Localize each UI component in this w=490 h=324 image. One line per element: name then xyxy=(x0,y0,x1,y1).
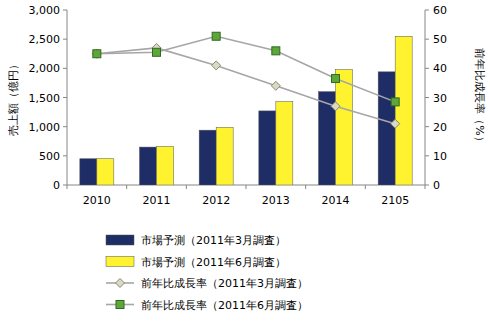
y2-tick xyxy=(425,39,429,40)
legend-label: 市場予測（2011年3月調査） xyxy=(141,234,286,247)
bar xyxy=(216,127,233,185)
bar xyxy=(336,70,353,186)
x-tick xyxy=(186,185,187,189)
bar xyxy=(276,102,293,185)
y2-tick-label: 50 xyxy=(433,33,447,46)
y2-tick-label: 60 xyxy=(433,4,447,17)
y-tick xyxy=(63,39,67,40)
x-tick xyxy=(305,185,306,189)
y-tick xyxy=(63,185,67,186)
x-tick xyxy=(126,185,127,189)
x-tick-label: 2010 xyxy=(83,194,111,207)
marker xyxy=(272,47,280,55)
y-tick-label: 2,000 xyxy=(29,62,61,75)
y-tick xyxy=(63,97,67,98)
bar xyxy=(395,36,412,185)
y-tick-label: 0 xyxy=(53,179,60,192)
marker xyxy=(391,98,399,106)
marker xyxy=(391,119,400,128)
y2-axis-title: 前年比成長率（%） xyxy=(473,48,486,146)
legend-label: 前年比成長率（2011年3月調査） xyxy=(141,277,308,290)
y-tick-label: 2,500 xyxy=(29,33,61,46)
y2-tick xyxy=(425,10,429,11)
y2-tick-label: 20 xyxy=(433,121,447,134)
bar xyxy=(157,147,174,186)
marker xyxy=(331,102,340,111)
y2-tick-label: 30 xyxy=(433,92,447,105)
x-tick xyxy=(365,185,366,189)
legend: 市場予測（2011年3月調査） 市場予測（2011年6月調査） 前年比成長率（201… xyxy=(106,234,308,312)
marker xyxy=(212,32,220,40)
line xyxy=(97,48,395,124)
y-tick-label: 1,500 xyxy=(29,92,61,105)
x-tick xyxy=(425,185,426,189)
x-tick-label: 2105 xyxy=(381,194,409,207)
chart: 0 500 1,000 1,500 2,000 2,500 3,000 0 10 20 30 40 50… xyxy=(0,0,490,324)
x-tick-label: 2012 xyxy=(202,194,230,207)
y2-tick xyxy=(425,68,429,69)
bar xyxy=(80,159,97,185)
x-tick xyxy=(246,185,247,189)
x-tick-label: 2011 xyxy=(143,194,171,207)
y-tick xyxy=(63,155,67,156)
legend-label: 前年比成長率（2011年6月調査） xyxy=(141,299,308,312)
legend-swatch xyxy=(116,301,124,309)
legend-swatch xyxy=(106,235,134,245)
legend-label: 市場予測（2011年6月調査） xyxy=(141,256,286,269)
y-tick-label: 1,000 xyxy=(29,121,61,134)
marker xyxy=(153,48,161,56)
y-tick-label: 500 xyxy=(39,150,60,163)
y-tick xyxy=(63,68,67,69)
y-tick xyxy=(63,10,67,11)
y-axis-title: 売上額（億円） xyxy=(7,59,20,136)
marks xyxy=(80,32,412,185)
bar xyxy=(97,159,114,185)
line xyxy=(97,36,395,102)
y2-tick-label: 10 xyxy=(433,150,447,163)
bar xyxy=(199,130,216,185)
legend-swatch xyxy=(116,279,125,288)
y-tick-label: 3,000 xyxy=(29,4,61,17)
x-tick-label: 2014 xyxy=(322,194,350,207)
y2-tick-label: 40 xyxy=(433,62,447,75)
marker xyxy=(92,49,101,58)
bar xyxy=(140,147,157,185)
marker xyxy=(212,61,221,70)
y2-tick xyxy=(425,185,429,186)
y2-tick-label: 0 xyxy=(433,179,440,192)
marker xyxy=(93,50,101,58)
y2-tick xyxy=(425,97,429,98)
marker xyxy=(271,81,280,90)
legend-swatch xyxy=(106,257,134,267)
marker xyxy=(332,75,340,83)
bar xyxy=(259,111,276,185)
bar xyxy=(378,72,395,185)
x-tick-label: 2013 xyxy=(262,194,290,207)
y2-tick xyxy=(425,126,429,127)
y-tick xyxy=(63,126,67,127)
y2-tick xyxy=(425,155,429,156)
x-tick xyxy=(67,185,68,189)
